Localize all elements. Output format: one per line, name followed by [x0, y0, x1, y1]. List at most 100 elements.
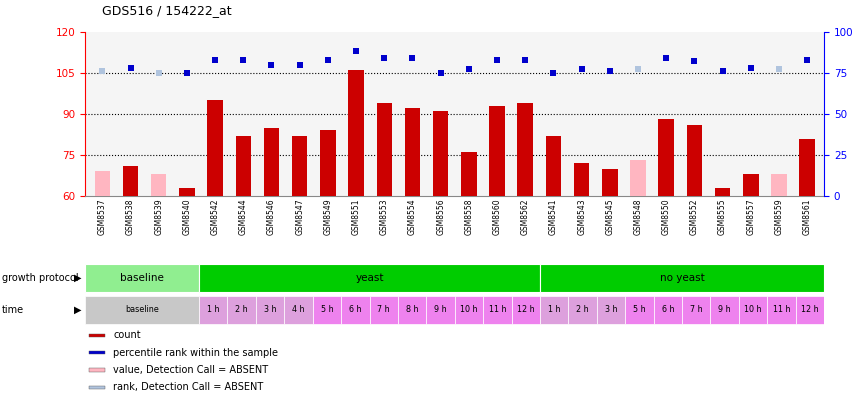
Text: 1 h: 1 h [548, 305, 560, 314]
Bar [199, 295, 227, 324]
Bar [770, 174, 786, 196]
Point [433, 70, 447, 76]
Bar [568, 295, 596, 324]
Bar [312, 295, 340, 324]
Bar [348, 70, 363, 196]
Bar [511, 295, 539, 324]
Text: time: time [2, 305, 24, 315]
Text: 4 h: 4 h [292, 305, 305, 314]
Bar [596, 295, 624, 324]
Bar [264, 128, 279, 196]
Text: baseline: baseline [125, 305, 159, 314]
Bar [798, 139, 814, 196]
Bar [292, 136, 307, 196]
Point [771, 66, 785, 72]
Bar [376, 103, 392, 196]
Point [799, 57, 813, 63]
Text: 7 h: 7 h [689, 305, 702, 314]
Bar [601, 169, 617, 196]
Point [321, 57, 334, 63]
Bar [710, 295, 738, 324]
Bar [517, 103, 532, 196]
Point [377, 55, 391, 61]
Bar [455, 295, 483, 324]
Bar [539, 295, 568, 324]
Bar [461, 152, 476, 196]
Bar [85, 264, 199, 292]
Point [180, 70, 194, 76]
Bar [89, 351, 105, 354]
Point [264, 61, 278, 68]
Text: percentile rank within the sample: percentile rank within the sample [113, 348, 278, 358]
Text: 2 h: 2 h [576, 305, 589, 314]
Point [349, 48, 363, 55]
Text: 1 h: 1 h [206, 305, 219, 314]
Bar [227, 295, 256, 324]
Bar [151, 174, 166, 196]
Text: baseline: baseline [120, 273, 164, 283]
Text: 10 h: 10 h [744, 305, 761, 314]
Bar [256, 295, 284, 324]
Point [236, 57, 250, 63]
Bar [320, 130, 335, 196]
Text: value, Detection Call = ABSENT: value, Detection Call = ABSENT [113, 365, 269, 375]
Text: 5 h: 5 h [632, 305, 645, 314]
Bar [573, 163, 589, 196]
Bar [95, 171, 110, 196]
Text: count: count [113, 330, 141, 341]
Text: growth protocol: growth protocol [2, 273, 78, 283]
Text: 10 h: 10 h [460, 305, 477, 314]
Bar [397, 295, 426, 324]
Text: 11 h: 11 h [772, 305, 789, 314]
Point [546, 70, 560, 76]
Bar [686, 125, 701, 196]
Bar [630, 160, 645, 196]
Bar [284, 295, 312, 324]
Text: no yeast: no yeast [659, 273, 704, 283]
Bar [766, 295, 795, 324]
Text: 12 h: 12 h [516, 305, 534, 314]
Text: ▶: ▶ [73, 305, 81, 315]
Point [518, 57, 531, 63]
Bar [795, 295, 823, 324]
Text: yeast: yeast [355, 273, 383, 283]
Text: 7 h: 7 h [377, 305, 390, 314]
Point [715, 68, 728, 74]
Bar [682, 295, 710, 324]
Bar [369, 295, 397, 324]
Text: 6 h: 6 h [661, 305, 673, 314]
Text: 12 h: 12 h [800, 305, 818, 314]
Bar [658, 119, 673, 196]
Point [293, 61, 306, 68]
Bar [545, 136, 560, 196]
Point [152, 70, 165, 76]
Point [687, 58, 700, 65]
Point [630, 66, 644, 72]
Point [405, 55, 419, 61]
Bar [483, 295, 511, 324]
Bar [653, 295, 682, 324]
Bar [89, 386, 105, 389]
Bar [489, 106, 504, 196]
Text: 9 h: 9 h [433, 305, 446, 314]
Point [743, 65, 757, 71]
Bar [89, 368, 105, 372]
Text: 8 h: 8 h [405, 305, 418, 314]
Bar [340, 295, 369, 324]
Text: 5 h: 5 h [320, 305, 333, 314]
Text: rank, Detection Call = ABSENT: rank, Detection Call = ABSENT [113, 382, 264, 392]
Point [659, 55, 672, 61]
Bar [738, 295, 766, 324]
Text: 9 h: 9 h [717, 305, 730, 314]
Point [461, 66, 475, 72]
Bar [714, 188, 729, 196]
Bar [624, 295, 653, 324]
Bar [89, 334, 105, 337]
Point [124, 65, 137, 71]
Text: 11 h: 11 h [488, 305, 506, 314]
Bar [404, 109, 420, 196]
Text: ▶: ▶ [73, 273, 81, 283]
Bar [432, 111, 448, 196]
Bar [123, 166, 138, 196]
Point [490, 57, 503, 63]
